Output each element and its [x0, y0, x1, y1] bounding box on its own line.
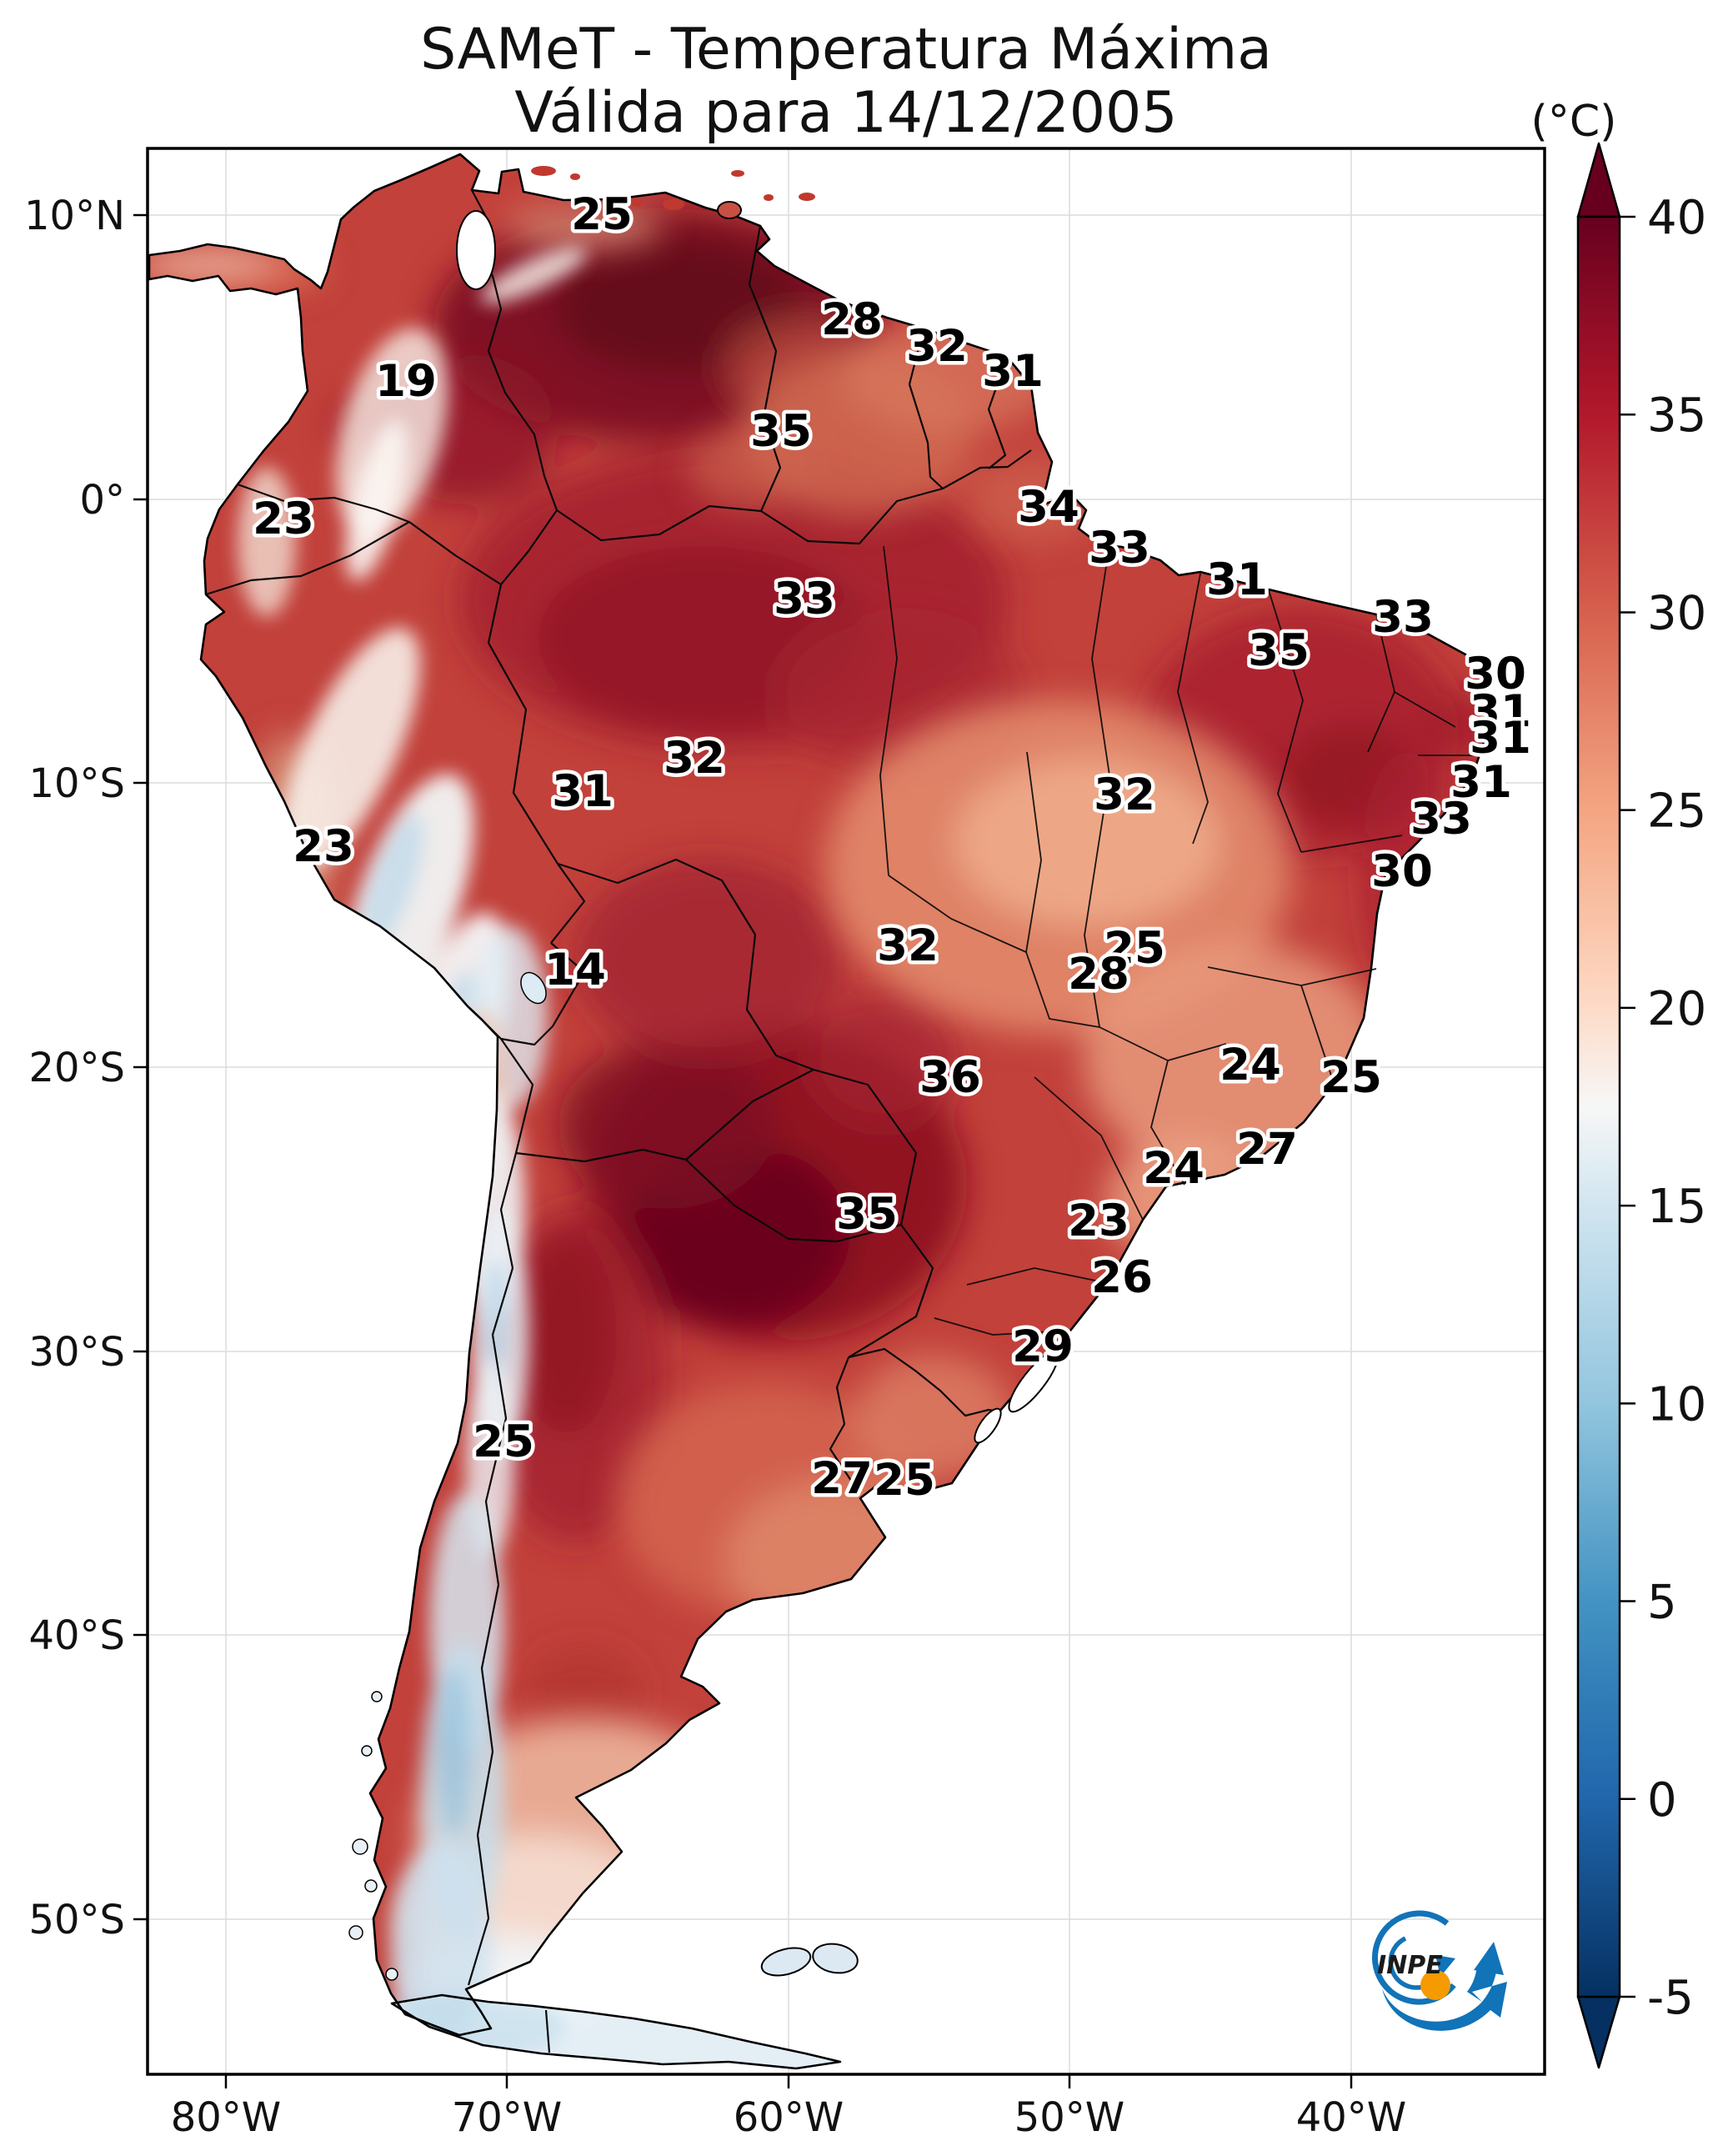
- temp-label: 34: [1018, 482, 1079, 533]
- temp-label: 23: [253, 494, 314, 544]
- lagoa-mirim: [974, 1407, 1002, 1444]
- country-borders: [205, 189, 1032, 2053]
- temp-label: 32: [906, 321, 968, 372]
- temp-label: 26: [1091, 1252, 1153, 1303]
- colorbar-tick-label: 20: [1647, 982, 1706, 1036]
- colorbar: (°C) 40 35 30 25 20 15 10 5 0 -5: [1531, 97, 1706, 2069]
- temp-label: 24: [1143, 1143, 1205, 1194]
- temp-label: 35: [750, 406, 812, 457]
- colorbar-extend-max: [1576, 142, 1621, 218]
- inpe-arrowhead-icon: [1474, 1942, 1504, 1975]
- lake-titicaca: [520, 971, 547, 1005]
- temp-label: 23: [293, 821, 354, 872]
- colorbar-unit-label: (°C): [1531, 97, 1617, 147]
- temp-label: 29: [1012, 1321, 1074, 1372]
- temp-label: 33: [1089, 523, 1150, 574]
- colorbar-tick-label: -5: [1647, 1971, 1694, 2025]
- temp-label: 23: [1068, 1196, 1129, 1246]
- temp-label: 27: [1236, 1124, 1298, 1175]
- temp-label: 25: [571, 189, 633, 240]
- temp-label: 31: [982, 346, 1044, 397]
- figure-title-line1: SAMeT - Temperatura Máxima: [420, 17, 1272, 83]
- temp-label: 31: [552, 766, 614, 817]
- temp-label: 24: [1220, 1040, 1281, 1091]
- colorbar-tick-label: 15: [1647, 1180, 1706, 1234]
- temp-label: 19: [375, 356, 437, 407]
- lake-maracaibo: [456, 210, 496, 290]
- temp-label: 14: [544, 945, 606, 995]
- figure-title-line2: Válida para 14/12/2005: [514, 80, 1177, 146]
- falkland-east: [812, 1943, 859, 1974]
- temp-label: 25: [1320, 1052, 1382, 1103]
- inpe-swoosh-arrow-icon: [1382, 1965, 1507, 2031]
- temp-label: 31: [1470, 713, 1531, 764]
- colorbar-tick-label: 10: [1647, 1377, 1706, 1431]
- lat-tick-label: 0°: [79, 477, 125, 524]
- temp-label: 25: [874, 1455, 935, 1506]
- inpe-orbit-icon: [1371, 1910, 1456, 2005]
- temp-label: 32: [877, 920, 939, 971]
- temp-label: 32: [1094, 770, 1155, 820]
- plot-frame: [146, 147, 1546, 2076]
- inpe-logo-text: INPE: [1377, 1951, 1443, 1980]
- colorbar-tick-label: 35: [1647, 389, 1706, 443]
- temp-label: 33: [1372, 592, 1434, 643]
- lat-tick-label: 40°S: [28, 1612, 125, 1659]
- temp-label: 31: [1206, 554, 1268, 605]
- islands: [348, 166, 859, 1981]
- colorbar-tick-label: 40: [1647, 191, 1706, 245]
- inpe-logo: INPE: [1371, 1910, 1507, 2031]
- lat-tick-label: 30°S: [28, 1329, 125, 1376]
- temp-label: 25: [473, 1416, 534, 1467]
- falkland-west: [760, 1947, 812, 1977]
- colorbar-gradient: [1576, 215, 1621, 1998]
- temp-label: 25: [1104, 923, 1165, 974]
- lakes: [456, 210, 1059, 1444]
- temp-label: 33: [774, 574, 835, 624]
- colorbar-ticks: 40 35 30 25 20 15 10 5 0 -5: [1620, 191, 1706, 2025]
- colorbar-tick-label: 0: [1647, 1773, 1677, 1828]
- lat-tick-label: 10°S: [28, 760, 125, 807]
- lat-tick-label: 50°S: [28, 1897, 125, 1943]
- inpe-orange-dot-icon: [1420, 1970, 1450, 2000]
- state-borders: [879, 545, 1480, 1336]
- temp-label: 28: [1068, 949, 1129, 1000]
- lat-tick-label: 10°N: [24, 193, 125, 239]
- temp-label: 35: [836, 1189, 898, 1240]
- temp-label: 36: [919, 1052, 981, 1103]
- lon-tick-label: 40°W: [1296, 2094, 1407, 2141]
- lon-tick-label: 50°W: [1014, 2094, 1125, 2141]
- lon-tick-label: 60°W: [734, 2094, 844, 2141]
- temp-label: 32: [664, 733, 725, 784]
- latitude-axis: 10°N 0° 10°S 20°S 30°S 40°S 50°S: [24, 193, 148, 1943]
- trinidad-island: [717, 201, 742, 219]
- colorbar-extend-min: [1576, 1995, 1621, 2069]
- temp-label: 31: [1450, 757, 1512, 808]
- temp-label: 30: [1371, 846, 1433, 897]
- temp-label: 31: [1470, 686, 1531, 737]
- colorbar-tick-label: 25: [1647, 785, 1706, 839]
- coastlines: [148, 153, 1488, 2070]
- temp-label: 30: [1465, 649, 1526, 699]
- colorbar-tick-label: 30: [1647, 586, 1706, 640]
- temp-label: 27: [811, 1453, 873, 1504]
- colorbar-tick-label: 5: [1647, 1576, 1677, 1630]
- temp-label: 28: [821, 294, 883, 345]
- temp-label: 33: [1410, 794, 1472, 845]
- longitude-axis: 80°W 70°W 60°W 50°W 40°W: [171, 2074, 1407, 2141]
- lon-tick-label: 80°W: [171, 2094, 282, 2141]
- lat-tick-label: 20°S: [28, 1045, 125, 1091]
- lagoa-dos-patos: [1008, 1350, 1059, 1413]
- temp-label: 35: [1248, 625, 1310, 676]
- lon-tick-label: 70°W: [452, 2094, 563, 2141]
